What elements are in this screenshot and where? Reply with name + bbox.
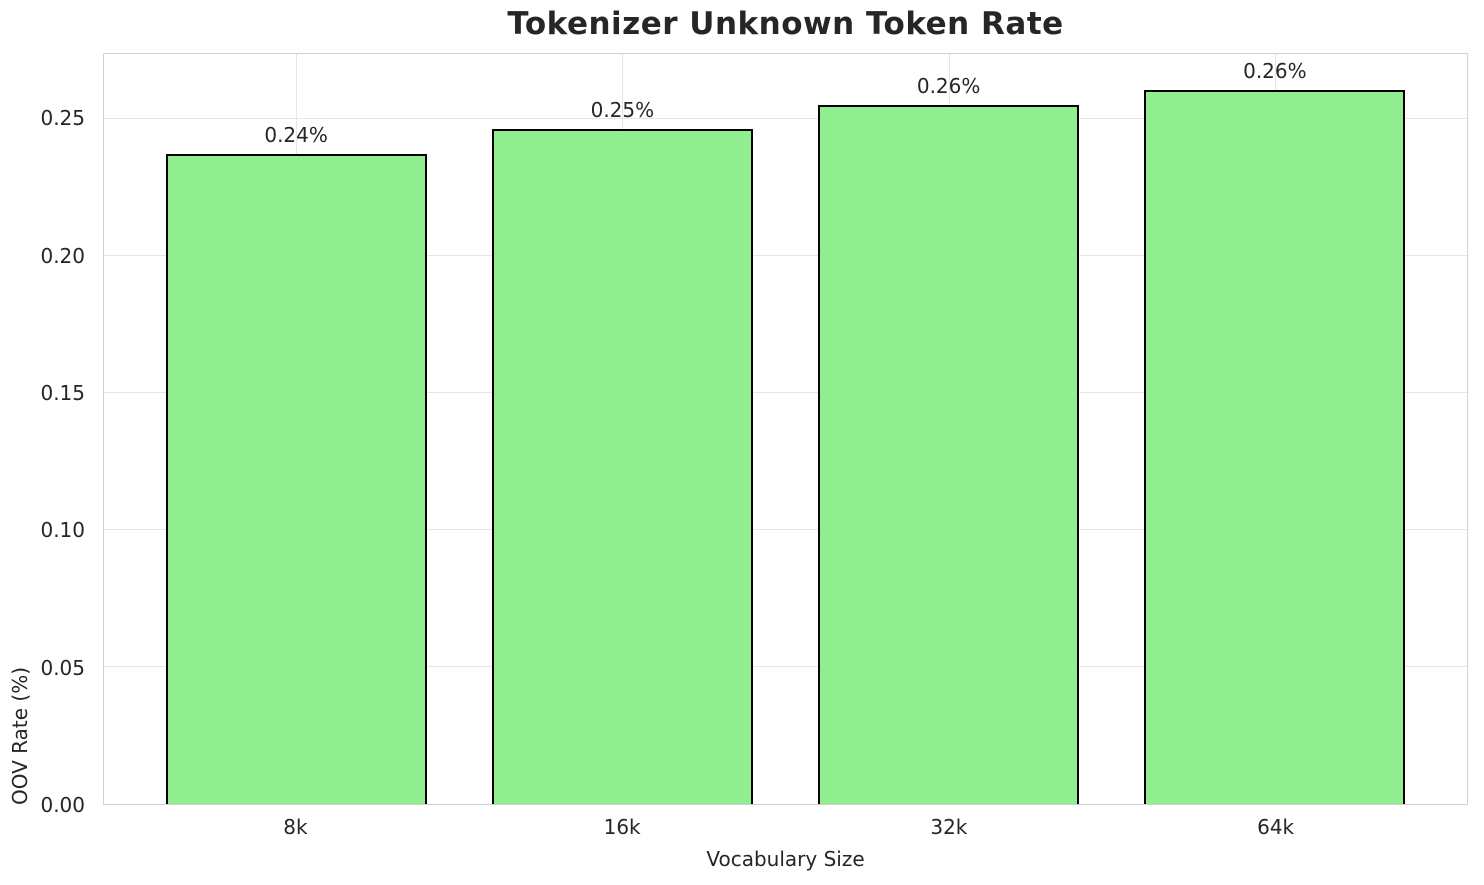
y-gridline xyxy=(104,255,1467,257)
bar-64k xyxy=(1144,89,1406,804)
chart-title: Tokenizer Unknown Token Rate xyxy=(507,6,1064,42)
bar-slot: 0.26% xyxy=(786,54,1112,804)
x-tick-label: 16k xyxy=(603,815,641,839)
bar-value-label: 0.24% xyxy=(264,123,328,148)
y-gridline xyxy=(104,666,1467,668)
y-tick-label: 0.15 xyxy=(40,381,85,406)
bar-slot: 0.26% xyxy=(1112,54,1438,804)
x-tick-labels: 8k 16k 32k 64k xyxy=(103,815,1468,839)
y-tick-label: 0.00 xyxy=(40,793,85,817)
x-tick-label: 64k xyxy=(1257,815,1295,839)
bar-value-label: 0.25% xyxy=(590,97,655,122)
bar-32k xyxy=(818,104,1080,804)
y-gridline xyxy=(104,529,1467,531)
y-gridline xyxy=(104,392,1467,394)
x-axis-label: Vocabulary Size xyxy=(706,847,865,871)
y-tick-label: 0.05 xyxy=(40,655,85,680)
x-tick-label: 32k xyxy=(930,815,968,839)
bar-slot: 0.24% xyxy=(133,54,459,804)
y-tick-label: 0.20 xyxy=(40,243,85,268)
plot-area: 0.24% 0.25% 0.26% 0.26% xyxy=(103,53,1468,805)
x-tick-label: 8k xyxy=(283,815,308,839)
y-tick-labels: 0.00 0.05 0.10 0.15 0.20 0.25 xyxy=(0,53,95,815)
bars-container: 0.24% 0.25% 0.26% 0.26% xyxy=(104,54,1467,804)
bar-slot: 0.25% xyxy=(459,54,785,804)
bar-8k xyxy=(165,154,427,804)
bar-16k xyxy=(491,128,753,804)
bar-value-label: 0.26% xyxy=(1243,58,1307,83)
bar-value-label: 0.26% xyxy=(916,73,981,98)
y-tick-label: 0.10 xyxy=(40,518,85,543)
y-gridline xyxy=(104,118,1467,120)
y-tick-label: 0.25 xyxy=(40,106,85,131)
horizontal-gridlines xyxy=(104,54,1467,804)
